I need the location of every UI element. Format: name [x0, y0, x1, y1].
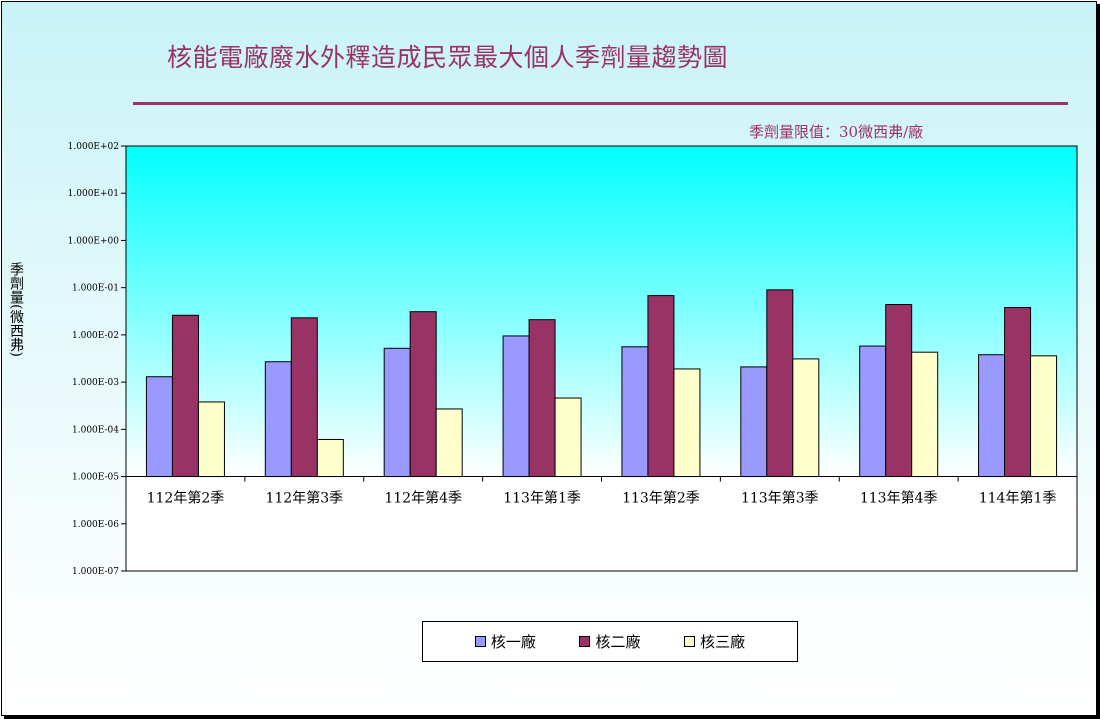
bar — [145, 376, 173, 478]
plot-area-lower — [126, 476, 1077, 571]
y-tick-label: 1.000E-06 — [72, 520, 119, 530]
x-tick-label: 113年第1季 — [503, 490, 581, 507]
legend-label-series-1: 核一廠 — [490, 633, 536, 651]
bar — [290, 317, 318, 478]
bar — [1004, 307, 1032, 478]
legend-swatch-series-2 — [579, 636, 591, 647]
bar — [766, 289, 794, 478]
bar — [911, 351, 939, 478]
x-tick-label: 112年第2季 — [147, 490, 225, 507]
y-tick-label: 1.000E-03 — [72, 378, 119, 388]
legend-swatch-series-3 — [684, 636, 696, 647]
legend: 核一廠 核二廠 核三廠 — [422, 621, 798, 662]
bar — [383, 347, 411, 478]
bar — [621, 346, 649, 478]
bar — [264, 361, 292, 478]
bar — [792, 358, 820, 478]
y-axis-ticks: 1.000E+02 1.000E+01 1.000E+00 1.000E-01 1.00… — [68, 142, 126, 577]
bar — [435, 408, 463, 478]
y-axis-label: 季劑量(微西弗) — [8, 262, 24, 357]
y-tick-label: 1.000E+01 — [68, 189, 119, 199]
bar — [978, 354, 1006, 478]
dose-limit-annotation: 季劑量限值：30微西弗/廠 — [749, 123, 924, 141]
bar — [197, 401, 225, 478]
bar — [885, 304, 913, 478]
bar — [740, 366, 768, 478]
bar — [171, 314, 199, 478]
y-tick-label: 1.000E-02 — [72, 331, 119, 341]
x-tick-label: 112年第4季 — [384, 490, 462, 507]
legend-item-series-1: 核一廠 — [474, 631, 536, 652]
bar — [502, 335, 530, 478]
x-tick-label: 112年第3季 — [265, 490, 343, 507]
bar — [409, 311, 437, 478]
bar — [647, 295, 675, 478]
legend-item-series-3: 核三廠 — [684, 631, 745, 652]
y-tick-label: 1.000E-07 — [72, 567, 119, 577]
chart-title: 核能電廠廢水外釋造成民眾最大個人季劑量趨勢圖 — [167, 43, 729, 72]
title-divider — [133, 102, 1068, 105]
x-tick-label: 113年第3季 — [741, 490, 819, 507]
y-tick-label: 1.000E-05 — [72, 473, 119, 483]
bar — [554, 397, 582, 478]
bar — [859, 345, 887, 478]
bar — [1030, 355, 1058, 478]
bar — [528, 319, 556, 478]
legend-label-series-3: 核三廠 — [700, 633, 746, 651]
x-tick-label: 114年第1季 — [979, 490, 1057, 507]
legend-swatch-series-1 — [474, 636, 486, 647]
y-tick-label: 1.000E-04 — [72, 425, 119, 435]
legend-label-series-2: 核二廠 — [595, 633, 641, 651]
x-tick-label: 113年第4季 — [860, 490, 938, 507]
y-tick-label: 1.000E+02 — [68, 142, 119, 152]
bar — [316, 438, 344, 478]
legend-item-series-2: 核二廠 — [579, 631, 640, 652]
x-axis: 112年第2季 112年第3季 112年第4季 113年第1季 113年第2季 113年第… — [125, 476, 1078, 507]
plot-area-border — [125, 145, 1078, 572]
y-tick-label: 1.000E-01 — [72, 284, 119, 294]
y-tick-label: 1.000E+00 — [68, 236, 120, 246]
bar — [673, 368, 701, 478]
x-tick-label: 113年第2季 — [622, 490, 700, 507]
